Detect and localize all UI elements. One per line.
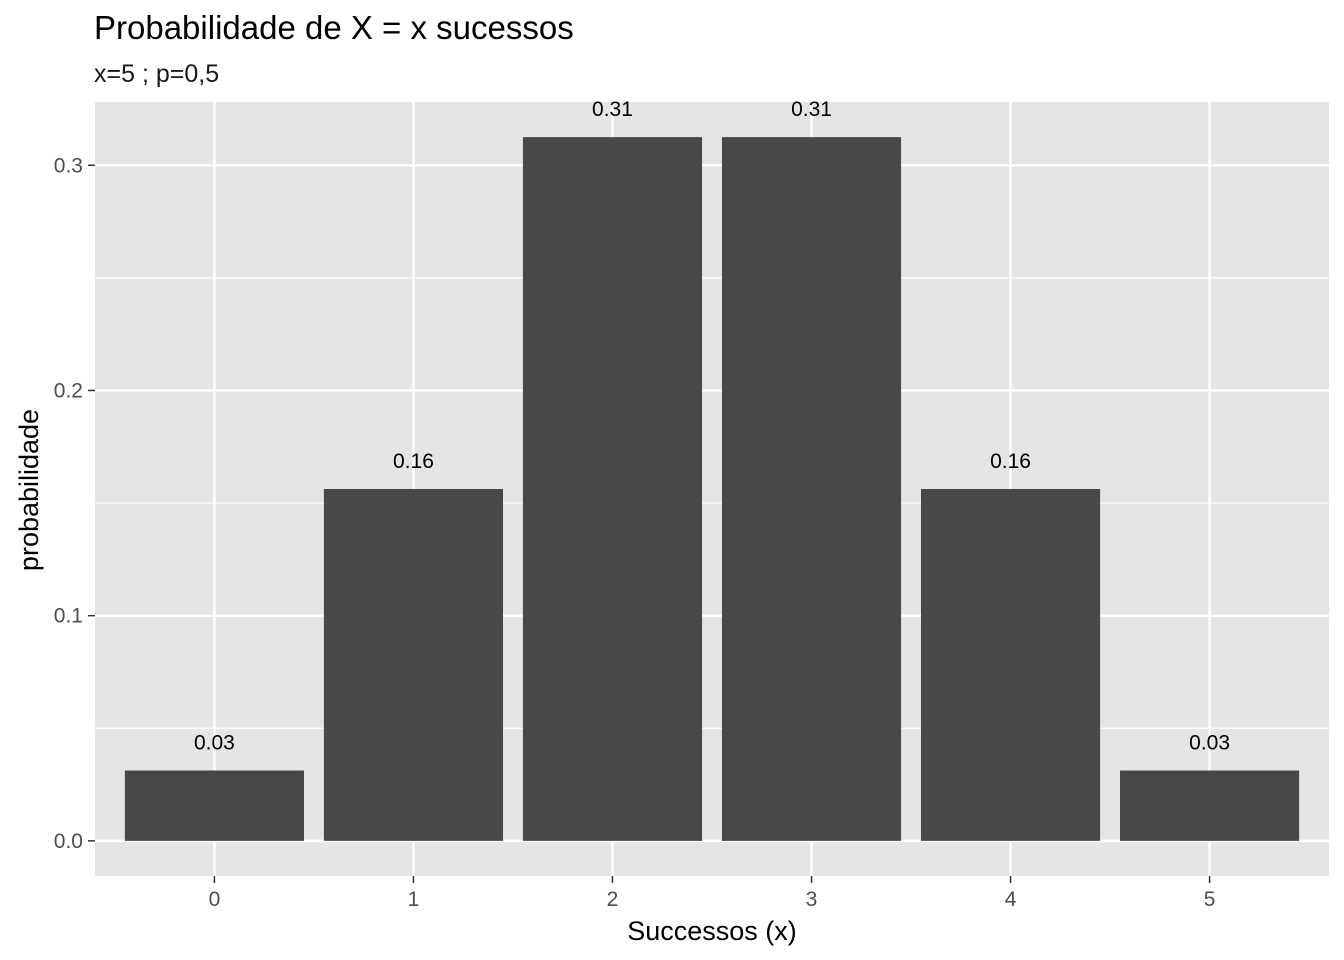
bar-2 bbox=[522, 137, 703, 841]
data-label-4: 0.16 bbox=[990, 450, 1031, 473]
x-tick-label: 3 bbox=[806, 888, 818, 911]
data-label-5: 0.03 bbox=[1189, 731, 1230, 754]
x-tick-label: 4 bbox=[1005, 888, 1017, 911]
x-tick-label: 1 bbox=[408, 888, 420, 911]
x-tick-label: 2 bbox=[607, 888, 619, 911]
y-tick-label: 0.3 bbox=[54, 154, 83, 177]
bars bbox=[124, 137, 1300, 841]
y-tick-label: 0.2 bbox=[54, 379, 83, 402]
bar-5 bbox=[1120, 770, 1300, 841]
data-label-3: 0.31 bbox=[791, 98, 832, 121]
bar-3 bbox=[721, 137, 902, 841]
y-axis-title: probabilidade bbox=[14, 409, 44, 571]
chart-subtitle: x=5 ; p=0,5 bbox=[94, 60, 219, 88]
data-label-2: 0.31 bbox=[592, 98, 633, 121]
chart-title: Probabilidade de X = x sucessos bbox=[94, 9, 574, 46]
bar-0 bbox=[124, 770, 304, 841]
y-tick-label: 0.1 bbox=[54, 605, 83, 628]
y-tick-label: 0.0 bbox=[54, 830, 83, 853]
y-axis: 0.0 0.1 0.2 0.3 bbox=[54, 154, 95, 853]
bar-1 bbox=[323, 489, 504, 841]
x-tick-label: 0 bbox=[209, 888, 221, 911]
data-labels: 0.03 0.16 0.31 0.31 0.16 0.03 bbox=[194, 98, 1230, 754]
x-axis-title: Successos (x) bbox=[627, 916, 797, 946]
x-axis: 0 1 2 3 4 5 bbox=[209, 876, 1216, 911]
plot-panel bbox=[95, 102, 1329, 876]
x-tick-label: 5 bbox=[1204, 888, 1216, 911]
data-label-1: 0.16 bbox=[393, 450, 434, 473]
data-label-0: 0.03 bbox=[194, 731, 235, 754]
bar-4 bbox=[920, 489, 1101, 841]
